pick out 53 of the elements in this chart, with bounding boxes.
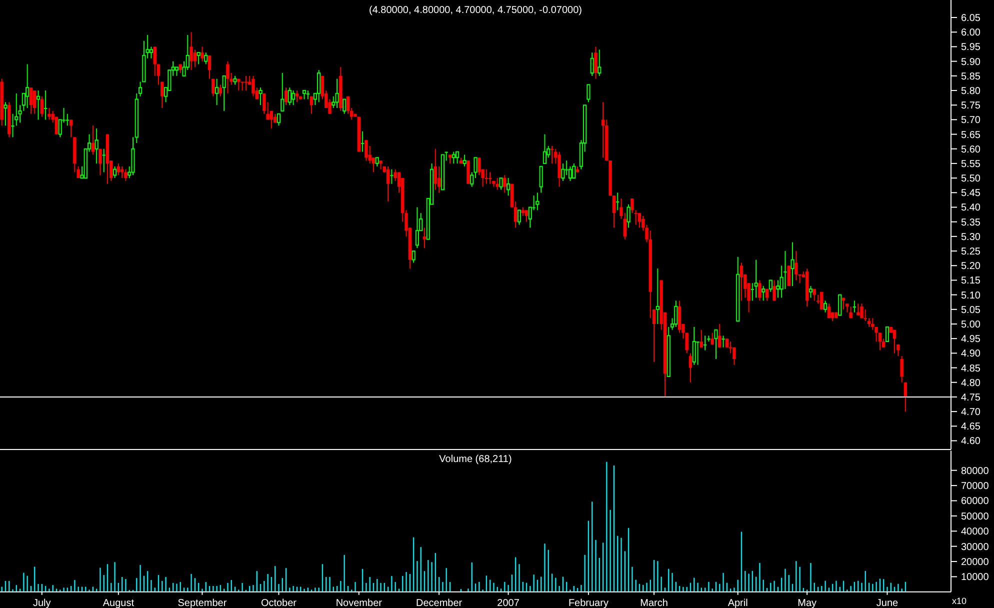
y-tick-label: 6.00 <box>961 28 981 39</box>
x-tick-label: July <box>33 598 51 608</box>
x-tick-label: 2007 <box>497 598 520 608</box>
y-tick-label: 5.50 <box>961 174 981 185</box>
y-tick-label: 4.80 <box>961 378 981 389</box>
y-tick-label: 70000 <box>961 481 990 492</box>
y-tick-label: 6.05 <box>961 13 981 24</box>
y-tick-label: 5.55 <box>961 158 981 170</box>
y-tick-label: 5.85 <box>961 71 981 82</box>
y-tick-label: 5.10 <box>961 290 981 302</box>
chart-title: Volume (68,211) <box>439 454 512 465</box>
text: x10 <box>952 596 967 606</box>
y-tick-label: 5.00 <box>961 319 981 330</box>
text: (4.80000, 4.80000, 4.70000, 4.75000, -0.07000) <box>369 5 582 16</box>
x-tick-label: November <box>336 598 383 608</box>
y-tick-label: 5.20 <box>961 261 981 272</box>
y-tick-label: 4.75 <box>961 392 981 404</box>
y-tick-label: 5.95 <box>961 42 981 54</box>
y-tick-label: 20000 <box>961 557 990 568</box>
y-tick-label: 5.30 <box>961 232 981 243</box>
y-tick-label: 4.85 <box>961 363 981 374</box>
y-tick-label: 60000 <box>961 496 990 508</box>
y-tick-label: 5.35 <box>961 217 981 228</box>
y-tick-label: 4.65 <box>961 422 981 433</box>
x-tick-label: June <box>876 598 899 608</box>
y-tick-label: 5.40 <box>961 202 981 214</box>
y-tick-label: 5.45 <box>961 188 981 200</box>
y-tick-label: 5.60 <box>961 144 981 156</box>
y-tick-label: 5.90 <box>961 56 981 68</box>
y-tick-label: 40000 <box>961 526 990 538</box>
y-tick-label: 5.65 <box>961 130 981 141</box>
y-tick-label: 5.25 <box>961 246 981 258</box>
y-tick-label: 10000 <box>961 572 990 584</box>
y-tick-label: 5.15 <box>961 276 981 287</box>
x-tick-label: December <box>416 598 463 608</box>
y-tick-label: 5.75 <box>961 100 981 112</box>
x-tick-label: August <box>102 598 134 608</box>
x-tick-label: September <box>178 598 228 608</box>
y-tick-label: 50000 <box>961 511 990 522</box>
y-tick-label: 30000 <box>961 542 990 553</box>
y-tick-label: 5.70 <box>961 115 981 126</box>
y-tick-label: 80000 <box>961 466 990 477</box>
x-tick-label: March <box>640 598 668 608</box>
x-tick-label: October <box>260 598 298 608</box>
x-tick-label: April <box>728 598 748 608</box>
y-tick-label: 4.90 <box>961 348 981 360</box>
y-tick-label: 4.95 <box>961 334 981 346</box>
x-tick-label: May <box>798 598 817 608</box>
y-tick-label: 4.60 <box>961 436 981 448</box>
x-tick-label: February <box>568 598 608 608</box>
y-tick-label: 5.05 <box>961 304 981 316</box>
y-tick-label: 5.80 <box>961 86 981 97</box>
y-tick-label: 4.70 <box>961 407 981 418</box>
